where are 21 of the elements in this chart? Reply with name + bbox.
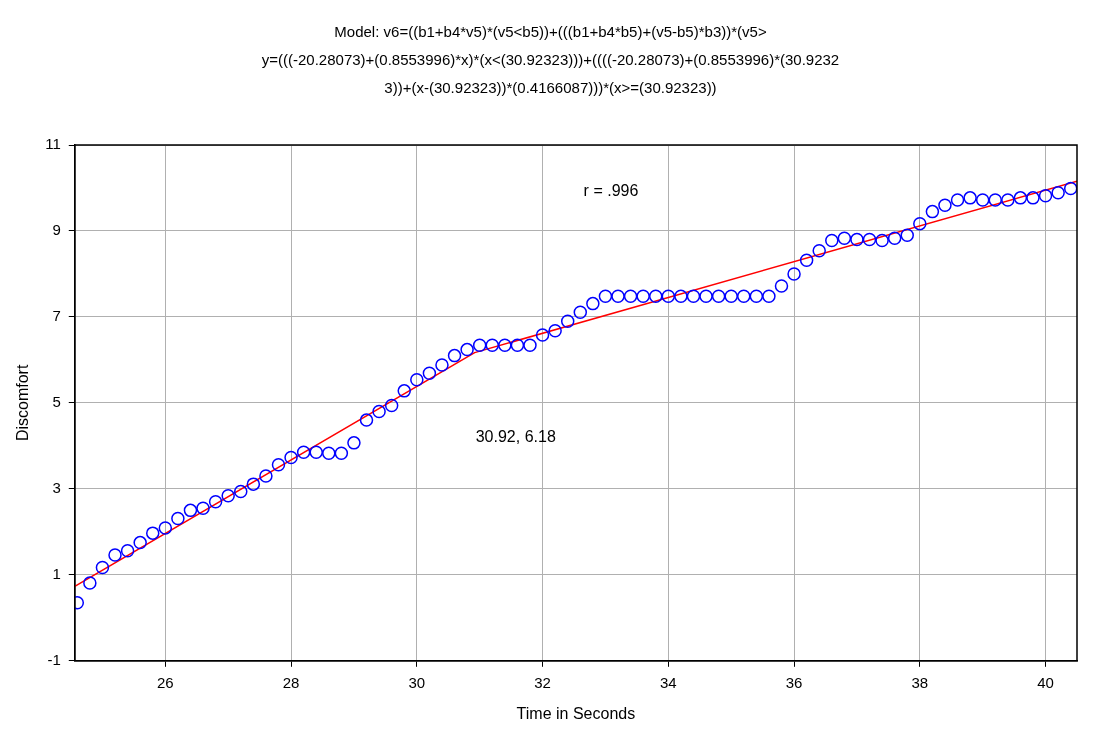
chart-title: Model: v6=((b1+b4*v5)*(v5<b5))+(((b1+b4*b5)+(v5-b5)*b3))*(v5> — [333, 22, 768, 42]
x-tick-label: 38 — [911, 673, 929, 691]
x-tick-label: 28 — [282, 673, 300, 691]
text: y=(((-20.28073)+(0.8553996)*x)*(x<(30.92323)))+((((-20.28073)+(0.8553996)*(30.92323))+(x-(30.92323))*(0.4166087)))*(x>=(30.92323)) — [261, 51, 840, 96]
y-tick-label: 3 — [52, 479, 61, 497]
x-tick-label: 40 — [1037, 673, 1054, 691]
y-tick-label: 1 — [52, 564, 61, 582]
x-tick-label: 26 — [156, 673, 174, 691]
x-tick-label: 34 — [659, 673, 677, 691]
y-tick-label: 9 — [52, 221, 61, 239]
annotation: r = .996 — [583, 181, 639, 199]
annotation: 30.92, 6.18 — [475, 427, 556, 445]
y-tick-label: 11 — [45, 135, 61, 153]
x-tick-label: 32 — [534, 673, 551, 691]
y-tick-label: 7 — [52, 307, 61, 325]
x-tick-label: 36 — [785, 673, 803, 691]
x-tick-label: 30 — [408, 673, 426, 691]
y-tick-label: 5 — [52, 393, 61, 411]
y-axis-title: Discomfort — [14, 364, 32, 442]
x-axis-title: Time in Seconds — [516, 704, 636, 722]
y-tick-label: -1 — [47, 650, 61, 668]
